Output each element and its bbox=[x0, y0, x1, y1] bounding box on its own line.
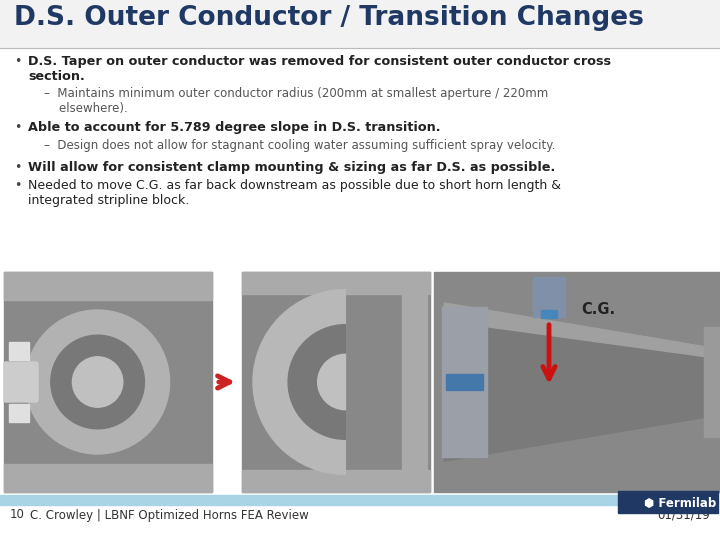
Bar bbox=[618, 491, 718, 513]
Text: 10: 10 bbox=[10, 509, 25, 522]
Bar bbox=[242, 470, 430, 492]
Bar bbox=[0, 0, 720, 48]
Polygon shape bbox=[444, 303, 706, 461]
Text: D.S. Taper on outer conductor was removed for consistent outer conductor cross
s: D.S. Taper on outer conductor was remove… bbox=[28, 55, 611, 83]
Bar bbox=[0, 495, 650, 505]
Text: •: • bbox=[14, 161, 22, 174]
Text: •: • bbox=[14, 179, 22, 192]
Text: D.S. Outer Conductor / Transition Changes: D.S. Outer Conductor / Transition Change… bbox=[14, 5, 644, 31]
Bar bbox=[434, 272, 720, 492]
Bar bbox=[541, 310, 557, 318]
Text: –  Design does not allow for stagnant cooling water assuming sufficient spray ve: – Design does not allow for stagnant coo… bbox=[44, 139, 555, 152]
Bar bbox=[4, 272, 212, 492]
Text: Able to account for 5.789 degree slope in D.S. transition.: Able to account for 5.789 degree slope i… bbox=[28, 121, 441, 134]
Text: –  Maintains minimum outer conductor radius (200mm at smallest aperture / 220mm
: – Maintains minimum outer conductor radi… bbox=[44, 87, 548, 115]
Bar bbox=[9, 342, 29, 360]
Text: C.G.: C.G. bbox=[581, 302, 615, 317]
Text: ⬢ Fermilab: ⬢ Fermilab bbox=[644, 496, 716, 510]
Bar bbox=[446, 374, 483, 390]
Text: Needed to move C.G. as far back downstream as possible due to short horn length : Needed to move C.G. as far back downstre… bbox=[28, 179, 561, 207]
Bar bbox=[4, 272, 212, 300]
Bar bbox=[442, 307, 487, 457]
Bar bbox=[402, 287, 427, 477]
Bar bbox=[4, 464, 212, 492]
Bar bbox=[242, 272, 430, 492]
Bar bbox=[242, 272, 430, 294]
Text: •: • bbox=[14, 55, 22, 68]
Wedge shape bbox=[318, 354, 346, 410]
Wedge shape bbox=[253, 289, 346, 475]
Circle shape bbox=[26, 310, 170, 454]
Circle shape bbox=[73, 357, 123, 407]
FancyBboxPatch shape bbox=[4, 362, 38, 402]
Text: •: • bbox=[14, 121, 22, 134]
Bar bbox=[704, 327, 720, 437]
Wedge shape bbox=[288, 325, 346, 439]
Bar bbox=[9, 404, 29, 422]
Polygon shape bbox=[444, 303, 706, 357]
Text: C. Crowley | LBNF Optimized Horns FEA Review: C. Crowley | LBNF Optimized Horns FEA Re… bbox=[30, 509, 309, 522]
FancyArrowPatch shape bbox=[543, 325, 555, 379]
Text: 01/31/19: 01/31/19 bbox=[657, 509, 710, 522]
Circle shape bbox=[51, 335, 145, 429]
FancyArrowPatch shape bbox=[217, 376, 230, 388]
Text: Will allow for consistent clamp mounting & sizing as far D.S. as possible.: Will allow for consistent clamp mounting… bbox=[28, 161, 555, 174]
Bar bbox=[533, 277, 565, 317]
